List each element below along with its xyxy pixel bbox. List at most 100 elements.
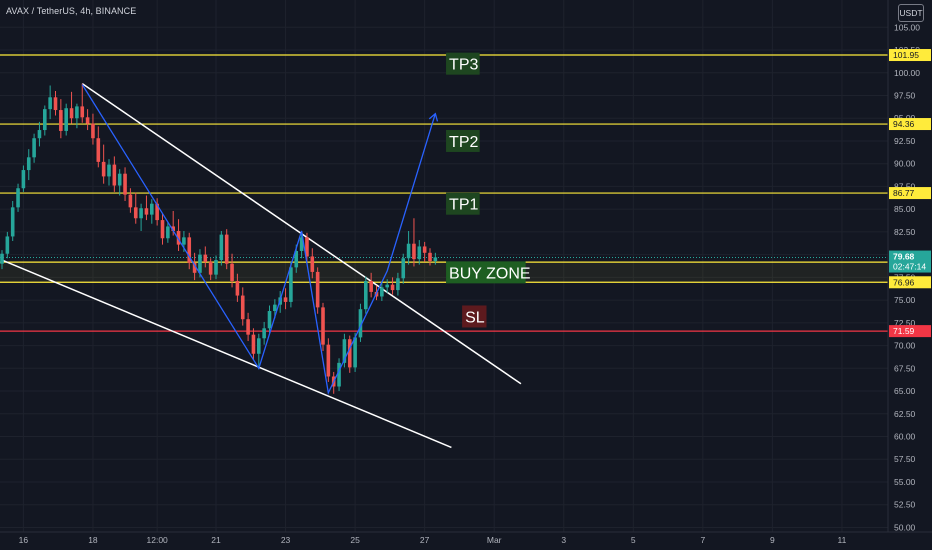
candle [422, 241, 427, 262]
annotation-box [446, 129, 480, 152]
candle [117, 169, 122, 196]
level-tag-box [889, 118, 931, 131]
candle [321, 302, 325, 352]
candle-body [182, 237, 186, 245]
candle-body [112, 164, 117, 186]
candle [80, 83, 85, 123]
candle-body [305, 237, 309, 257]
annotation-box [462, 305, 487, 328]
candle-body [224, 234, 229, 264]
candle [53, 90, 58, 116]
candle-body [144, 208, 149, 215]
y-tick-label: 72.50 [894, 318, 916, 328]
wave-arrowhead [428, 112, 439, 122]
last-price-box [889, 250, 931, 273]
candle-body [150, 203, 154, 215]
candle-body [283, 297, 288, 302]
candle-body [230, 263, 234, 282]
candle [16, 183, 20, 212]
candle-body [0, 253, 4, 264]
candle [128, 188, 133, 213]
last-price-text: 79.68 [893, 252, 915, 262]
candle-body [48, 97, 52, 110]
candle-body [160, 220, 165, 239]
candle-body [139, 208, 143, 219]
y-tick-label: 90.00 [894, 159, 916, 169]
candle [10, 200, 15, 241]
candle [358, 303, 363, 342]
annotation-label: BUY ZONE [446, 261, 531, 284]
candle [43, 105, 47, 136]
candle-body [406, 243, 411, 259]
candle [139, 203, 143, 231]
candle-body [262, 328, 266, 339]
candle-body [412, 243, 416, 260]
candle [21, 165, 26, 192]
y-tick-label: 57.50 [894, 454, 916, 464]
candle [133, 192, 138, 224]
annotation-text: TP2 [449, 134, 478, 151]
candle [369, 272, 373, 298]
candle [203, 246, 208, 268]
candle [37, 121, 42, 147]
candle [267, 305, 272, 333]
candle [101, 144, 106, 184]
y-tick-label: 97.50 [894, 90, 916, 100]
candle-body [246, 319, 250, 335]
candle [235, 273, 240, 302]
level-tag-text: 86.77 [893, 188, 915, 198]
x-tick-label: 27 [420, 535, 430, 545]
candle-body [353, 337, 357, 368]
candle [208, 258, 213, 281]
candle [75, 103, 79, 129]
annotation-box [446, 52, 480, 75]
symbol-title: AVAX / TetherUS, 4h, BINANCE [6, 6, 137, 16]
y-tick-label: 82.50 [894, 227, 916, 237]
annotation-box [446, 192, 480, 215]
y-tick-label: 67.50 [894, 363, 916, 373]
candle-body [214, 260, 218, 275]
candle [112, 156, 117, 192]
level-price-tag: 94.36 [889, 118, 931, 131]
candle [433, 252, 438, 265]
candle-body [59, 110, 63, 131]
y-tick-label: 50.00 [894, 522, 916, 532]
candle-body [123, 173, 127, 195]
currency-button[interactable]: USDT [898, 4, 924, 22]
candle-body [101, 161, 106, 177]
candle-body [32, 138, 36, 158]
candle [364, 276, 368, 314]
candle [187, 232, 192, 270]
candle [417, 240, 422, 265]
candle [337, 358, 341, 392]
candle-body [64, 108, 68, 131]
candle [26, 149, 31, 181]
level-tag-box [889, 49, 931, 62]
price-axis-bg [888, 0, 932, 550]
annotation-label: TP3 [446, 52, 480, 75]
candle-body [273, 304, 277, 312]
candle [166, 221, 170, 243]
candle [176, 219, 181, 251]
candle-body [176, 230, 181, 245]
candle [160, 213, 165, 245]
y-tick-label: 52.50 [894, 500, 916, 510]
candle-body [380, 287, 384, 297]
candle [326, 338, 331, 382]
annotation-text: TP3 [449, 57, 478, 74]
candle-body [16, 188, 20, 208]
candle-body [240, 295, 245, 320]
candle-body [91, 123, 95, 139]
wave-path [81, 84, 436, 396]
candle [91, 113, 95, 145]
candle [257, 333, 261, 370]
candle [406, 230, 411, 265]
candle-body [96, 138, 101, 162]
candle [283, 288, 288, 310]
candle-body [294, 250, 299, 268]
candle-body [433, 257, 438, 261]
candle-body [10, 207, 15, 237]
candle [48, 85, 52, 120]
candle-body [267, 311, 272, 329]
